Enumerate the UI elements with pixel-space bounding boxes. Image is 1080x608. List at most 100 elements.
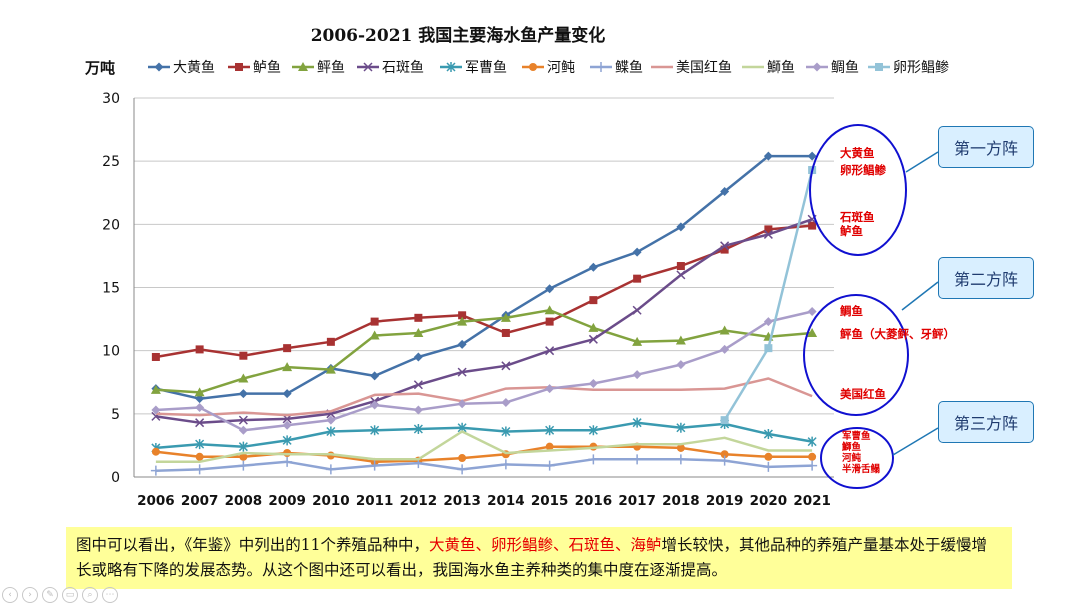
data-point [282,456,293,467]
annot-label-2: 卵形鲳鲹 [840,163,886,177]
zoom-icon[interactable]: ⌕ [82,587,98,603]
data-point [720,416,729,425]
data-point [807,307,817,317]
data-point [501,328,510,337]
pen-icon[interactable]: ✎ [42,587,58,603]
slides-icon[interactable]: ▭ [62,587,78,603]
data-point [719,455,730,466]
series-line [155,430,813,464]
x-tick-label: 2013 [443,493,481,509]
group3-connector [892,427,939,456]
data-point [633,274,642,283]
data-point [325,364,336,374]
legend-item: 鰤鱼 [742,59,795,76]
data-point [808,452,817,461]
chart-title: 2006-2021 我国主要海水鱼产量变化 [311,25,606,46]
data-point [458,454,467,463]
data-point [325,464,336,475]
data-point [195,394,205,404]
legend-item: 鲈鱼 [228,59,281,76]
data-point [544,305,555,315]
data-point [151,405,161,415]
annot-label-9: 鰤鱼 [841,441,862,453]
legend-item: 美国红鱼 [651,59,732,76]
legend-item: 鲆鱼 [292,59,345,76]
data-point [369,330,380,340]
x-tick-label: 2009 [268,493,306,509]
prev-slide-icon[interactable]: ‹ [2,587,18,603]
legend-item: 河鲀 [522,60,575,76]
data-point [676,443,685,452]
series-line [155,377,813,417]
data-point [807,327,818,337]
data-point [588,334,598,344]
data-point [719,325,730,335]
data-point [632,305,642,315]
data-point [720,241,730,251]
data-point [282,435,292,446]
x-tick-label: 2008 [225,493,263,509]
data-point [150,384,161,394]
data-point [501,397,511,407]
data-point [150,465,161,476]
data-point [194,464,205,475]
data-point [544,460,555,471]
data-point [413,423,423,434]
legend-label: 鰤鱼 [767,59,795,76]
data-point [370,400,380,410]
data-point [675,335,686,345]
series-line [155,421,813,450]
summary-text: 图中可以看出，《年鉴》中列出的11个养殖品种中，大黄鱼、卵形鲳鲹、石斑鱼、海鲈增… [66,527,1012,589]
annot-label-5: 鲷鱼 [839,304,863,318]
y-tick-label: 10 [102,344,120,360]
data-point [632,247,642,257]
more-icon[interactable]: ⋯ [102,587,118,603]
legend-item: 石斑鱼 [357,59,424,76]
legend-label: 鲷鱼 [831,59,859,76]
x-axis: 2006 2007 2008 2009 2010 2011 2012 2013 2014 2015… [137,493,831,509]
data-point [676,422,686,433]
series-军曹鱼 [151,417,817,453]
data-point [326,415,336,425]
x-tick-label: 2021 [793,493,831,509]
group1-ellipse [809,124,907,256]
data-point [235,63,243,71]
data-point [808,221,817,230]
data-point [195,403,205,413]
data-point [413,352,423,362]
data-point [807,151,817,161]
annot-label-6: 鲆鱼（大菱鲆、牙鲆） [840,327,955,341]
legend-label: 军曹鱼 [465,59,507,76]
data-point [676,270,686,280]
group2-callout: 第二方阵 [938,257,1034,299]
data-point [238,425,248,435]
data-point [500,459,511,470]
series-鲆鱼 [150,305,818,397]
x-tick-label: 2011 [356,493,394,509]
data-point [545,425,555,436]
data-point [238,389,248,399]
slide-nav-toolbar: ‹ › ✎ ▭ ⌕ ⋯ [2,587,118,603]
legend-label: 大黄鱼 [173,59,215,76]
data-point [458,311,467,320]
data-point [501,361,511,371]
data-point [720,344,730,354]
data-point [588,425,598,436]
next-slide-icon[interactable]: › [22,587,38,603]
data-point [588,379,598,389]
x-tick-label: 2020 [750,493,788,509]
data-point [764,452,773,461]
group3-callout: 第三方阵 [938,401,1034,443]
data-point [298,62,308,71]
data-point [763,229,773,239]
data-point [763,151,773,161]
series-美国红鱼 [155,377,813,417]
group2-connector [901,281,939,311]
data-point [414,313,423,322]
data-point [676,222,686,232]
data-point [238,415,248,425]
series-line [155,224,813,359]
data-point [151,352,160,361]
data-point [676,360,686,370]
